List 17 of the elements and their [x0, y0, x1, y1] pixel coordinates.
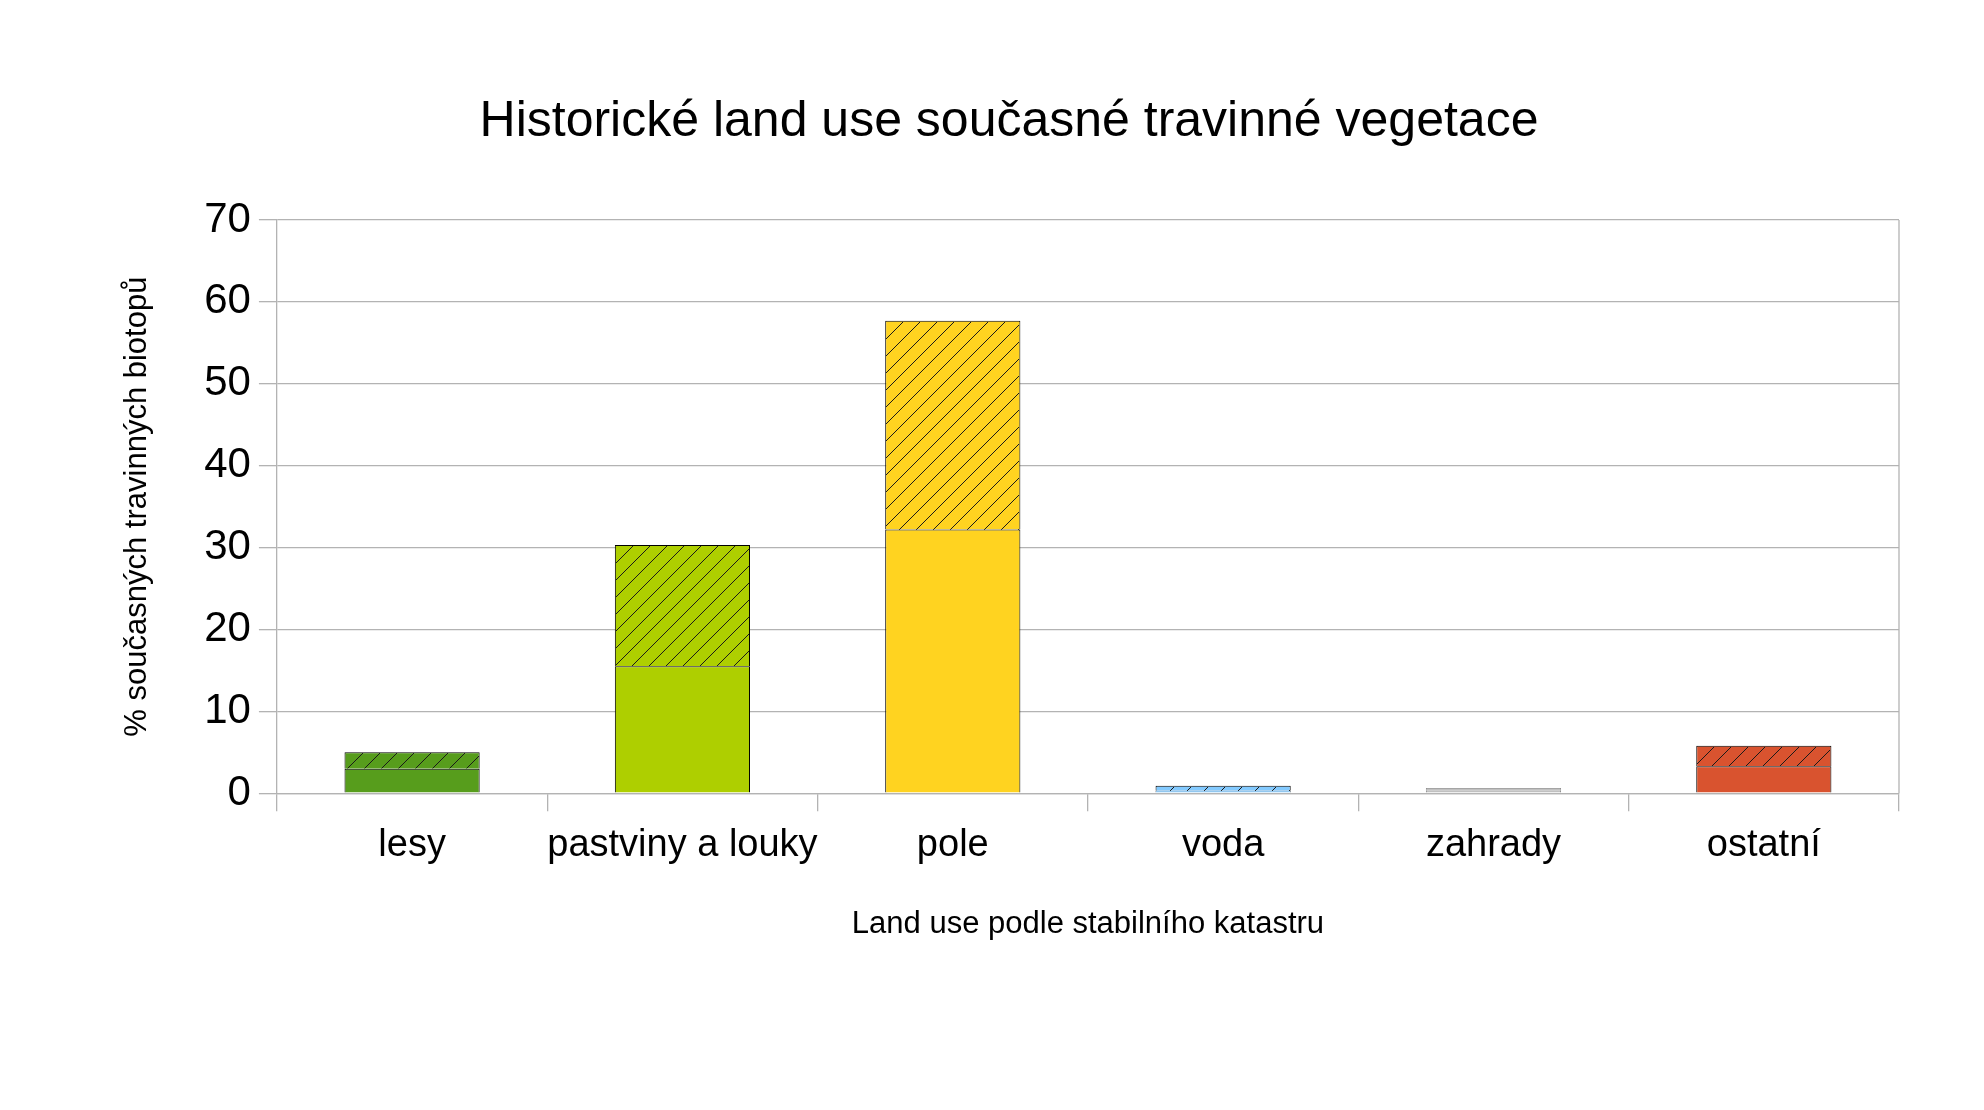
y-tick-label: 20 — [204, 603, 251, 651]
y-tick-label: 10 — [204, 684, 251, 732]
y-axis-title: % současných travinných biotopů — [118, 276, 154, 737]
x-tick-label: pole — [916, 822, 989, 865]
y-tick-label: 70 — [204, 193, 251, 241]
y-tick-label: 0 — [227, 766, 251, 814]
y-tick-label: 30 — [204, 521, 251, 569]
x-axis-title: Land use podle stabilního katastru — [851, 904, 1325, 940]
y-tick-label: 60 — [204, 275, 251, 323]
x-tick-label: pastviny a louky — [547, 822, 818, 865]
y-tick-label: 40 — [204, 439, 251, 487]
x-tick-label: ostatní — [1706, 822, 1822, 865]
x-tick-label: voda — [1181, 822, 1266, 865]
x-tick-label: lesy — [378, 822, 446, 865]
x-tick-label: zahrady — [1425, 822, 1562, 865]
chart-title: Historické land use současné travinné vegetace — [479, 90, 1539, 147]
y-tick-label: 50 — [204, 357, 251, 405]
